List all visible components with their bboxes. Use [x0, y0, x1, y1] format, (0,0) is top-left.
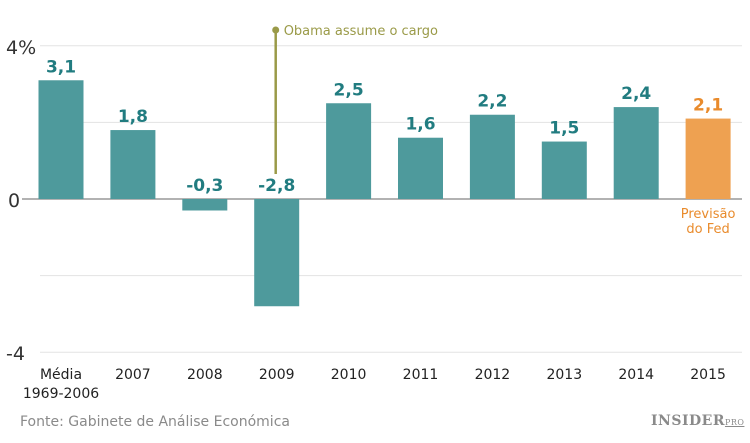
data-label: 2,4 — [621, 84, 651, 104]
bar — [398, 137, 443, 199]
x-tick-label: 2008 — [187, 367, 223, 383]
annotation-dot — [272, 26, 280, 34]
x-tick-label: 2011 — [403, 367, 439, 383]
x-tick-label: 2014 — [618, 367, 654, 383]
forecast-label: Previsão — [681, 207, 736, 222]
data-label: 2,2 — [477, 92, 507, 112]
x-tick-label: 2010 — [331, 367, 367, 383]
y-tick-label: 4% — [6, 37, 36, 59]
x-tick-label: 2009 — [259, 367, 295, 383]
bar — [326, 103, 372, 199]
data-label: -2,8 — [258, 176, 295, 196]
x-tick-label: 2015 — [690, 367, 726, 383]
x-tick-label: Média — [40, 367, 82, 383]
source-note: Fonte: Gabinete de Análise Económica — [20, 414, 290, 430]
y-tick-label: 0 — [8, 190, 20, 212]
bar — [685, 118, 731, 199]
bar — [254, 199, 300, 307]
x-tick-label: 2007 — [115, 367, 151, 383]
x-tick-label: 2012 — [475, 367, 511, 383]
forecast-label: do Fed — [686, 222, 729, 237]
insider-pro-logo: INSIDERPRO — [651, 413, 745, 429]
bar — [182, 199, 228, 211]
x-tick-label: 1969-2006 — [23, 386, 99, 402]
bar — [110, 130, 156, 199]
bar — [38, 80, 84, 199]
x-tick-label: 2013 — [546, 367, 582, 383]
bar — [541, 141, 587, 199]
annotation-text: Obama assume o cargo — [284, 24, 438, 39]
data-label: 2,1 — [693, 96, 723, 116]
data-label: 1,6 — [405, 115, 435, 135]
bar — [613, 107, 659, 199]
bar — [469, 114, 515, 199]
data-label: 1,8 — [118, 107, 148, 127]
data-label: 3,1 — [46, 57, 76, 77]
y-tick-label: -4 — [6, 343, 25, 365]
data-label: 2,5 — [334, 80, 364, 100]
data-label: 1,5 — [549, 119, 579, 139]
data-label: -0,3 — [186, 176, 223, 196]
